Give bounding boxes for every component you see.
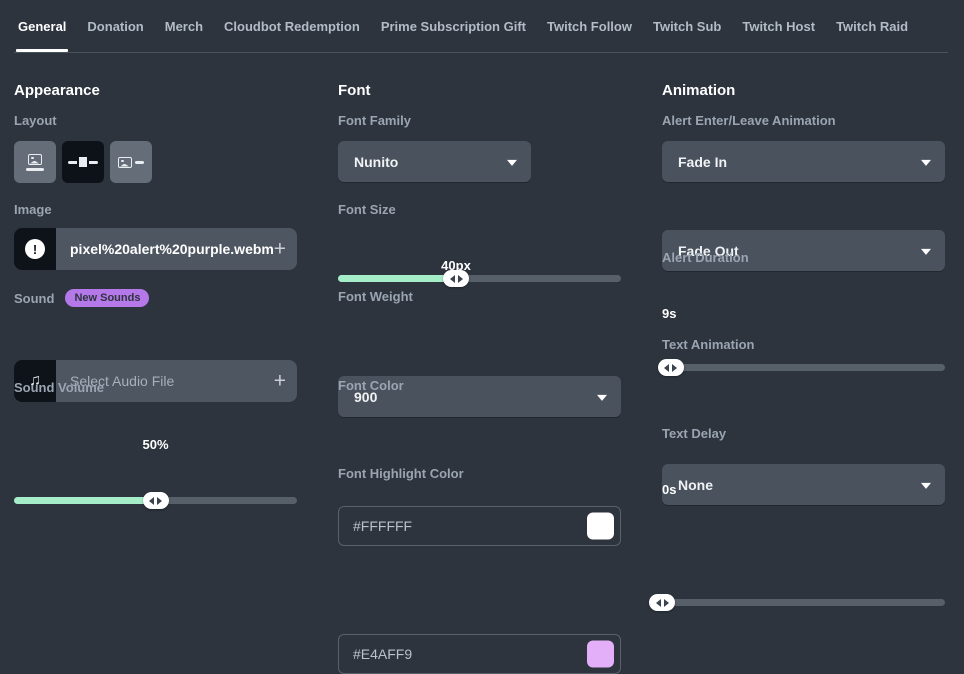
tab-merch[interactable]: Merch: [164, 18, 204, 34]
font-family-value: Nunito: [354, 153, 399, 170]
font-color-input[interactable]: #FFFFFF: [338, 506, 621, 546]
font-color-label: Font Color: [338, 378, 404, 393]
appearance-section: Appearance Layout Image ! pixel%20alert%…: [14, 0, 297, 550]
layout-option-image-over[interactable]: [62, 141, 104, 183]
font-weight-label: Font Weight: [338, 289, 413, 304]
font-highlight-swatch[interactable]: [587, 640, 614, 668]
tab-twitch-raid[interactable]: Twitch Raid: [836, 18, 909, 34]
sound-label: Sound: [14, 290, 55, 306]
music-note-icon: ♫: [29, 372, 41, 389]
tab-donation[interactable]: Donation: [87, 18, 144, 34]
new-sounds-badge: New Sounds: [65, 289, 150, 307]
chevron-down-icon: [921, 159, 931, 166]
font-highlight-color-input[interactable]: #E4AFF9: [338, 634, 621, 674]
tab-general[interactable]: General: [15, 0, 69, 52]
layout-label: Layout: [14, 113, 57, 128]
chevron-down-icon: [921, 248, 931, 255]
sound-volume-label: Sound Volume: [14, 380, 105, 395]
layout-options: [14, 141, 152, 183]
animation-section: Animation Alert Enter/Leave Animation Fa…: [649, 0, 945, 611]
alert-duration-label: Alert Duration: [662, 250, 749, 265]
font-size-label: Font Size: [338, 202, 396, 217]
image-file-input[interactable]: ! pixel%20alert%20purple.webm +: [14, 228, 297, 270]
slider-fill: [338, 275, 456, 282]
tab-twitch-sub[interactable]: Twitch Sub: [652, 18, 722, 34]
font-highlight-hex: #E4AFF9: [353, 646, 413, 662]
font-weight-dropdown[interactable]: 900: [338, 376, 621, 417]
font-color-hex: #FFFFFF: [353, 518, 413, 534]
text-animation-label: Text Animation: [662, 337, 755, 352]
plus-icon[interactable]: +: [273, 237, 286, 261]
alert-duration-slider[interactable]: [657, 359, 945, 377]
tab-bar: General Donation Merch Cloudbot Redempti…: [0, 0, 964, 52]
font-highlight-color-label: Font Highlight Color: [338, 466, 464, 481]
font-size-slider[interactable]: [338, 270, 621, 288]
text-delay-value: 0s: [662, 482, 677, 497]
sound-placeholder: Select Audio File: [70, 373, 175, 389]
font-color-swatch[interactable]: [587, 512, 614, 540]
slider-handle[interactable]: [142, 492, 169, 509]
tab-list: General Donation Merch Cloudbot Redempti…: [0, 0, 964, 52]
chevron-down-icon: [507, 159, 517, 166]
tab-cloudbot-redemption[interactable]: Cloudbot Redemption: [224, 18, 360, 34]
slider-fill: [14, 497, 156, 504]
alert-leave-animation-dropdown[interactable]: Fade Out: [662, 230, 945, 271]
sound-volume-slider[interactable]: [14, 492, 297, 510]
slider-handle[interactable]: [649, 594, 675, 611]
alert-enter-animation-dropdown[interactable]: Fade In: [662, 141, 945, 182]
alert-leave-animation-value: Fade Out: [678, 242, 739, 259]
tab-twitch-host[interactable]: Twitch Host: [742, 18, 816, 34]
slider-track: [338, 275, 621, 282]
sound-label-row: Sound New Sounds: [14, 289, 150, 307]
image-warning-box: !: [14, 228, 56, 270]
tab-twitch-follow[interactable]: Twitch Follow: [547, 18, 632, 34]
font-family-dropdown[interactable]: Nunito: [338, 141, 531, 182]
layout-image-above-text-icon: [26, 153, 44, 171]
font-family-label: Font Family: [338, 113, 411, 128]
font-section: Font Font Family Nunito Font Size 40px F…: [338, 0, 621, 674]
font-size-value: 40px: [441, 258, 471, 273]
alert-duration-value: 9s: [662, 306, 677, 321]
alert-enter-animation-value: Fade In: [678, 153, 728, 170]
slider-track: [662, 599, 945, 606]
appearance-heading: Appearance: [14, 82, 100, 99]
chevron-down-icon: [597, 394, 607, 401]
text-delay-slider[interactable]: [649, 594, 945, 612]
slider-handle[interactable]: [657, 359, 684, 376]
text-animation-dropdown[interactable]: None: [662, 464, 945, 505]
sound-file-input[interactable]: ♫ Select Audio File +: [14, 360, 297, 402]
tab-prime-subscription-gift[interactable]: Prime Subscription Gift: [380, 18, 526, 34]
font-weight-value: 900: [354, 388, 378, 405]
layout-image-beside-text-icon: [118, 156, 144, 168]
slider-handle[interactable]: [443, 270, 469, 287]
tab-divider: [14, 52, 948, 53]
slider-track: [662, 364, 945, 371]
layout-option-image-beside[interactable]: [110, 141, 152, 183]
image-file-name: pixel%20alert%20purple.webm: [70, 241, 274, 257]
image-label: Image: [14, 202, 52, 217]
exclamation-icon: !: [25, 239, 45, 259]
chevron-down-icon: [921, 482, 931, 489]
alert-enter-leave-label: Alert Enter/Leave Animation: [662, 113, 836, 128]
layout-option-image-above[interactable]: [14, 141, 56, 183]
plus-icon[interactable]: +: [273, 369, 286, 393]
text-delay-label: Text Delay: [662, 426, 727, 441]
font-heading: Font: [338, 82, 371, 99]
text-animation-value: None: [678, 476, 713, 493]
layout-image-over-text-icon: [68, 154, 98, 170]
sound-volume-value: 50%: [142, 437, 169, 452]
sound-icon-box: ♫: [14, 360, 56, 402]
animation-heading: Animation: [662, 82, 736, 99]
